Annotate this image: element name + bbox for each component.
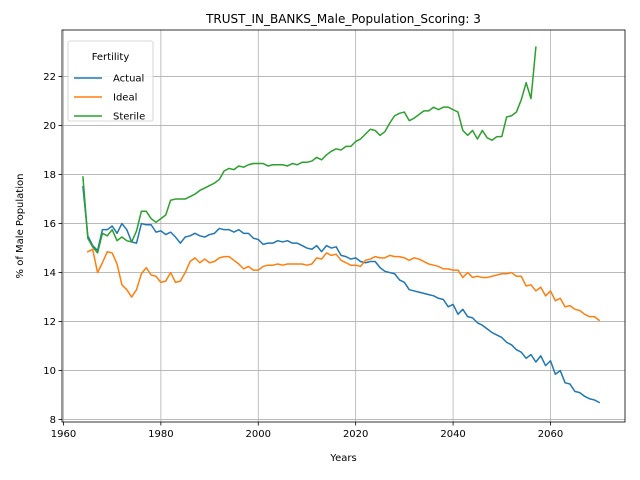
chart-title: TRUST_IN_BANKS_Male_Population_Scoring: … bbox=[205, 12, 481, 26]
series-layer bbox=[82, 46, 601, 404]
x-tick-label: 2060 bbox=[538, 429, 563, 440]
series-line-ideal bbox=[86, 248, 601, 322]
y-tick-label: 16 bbox=[43, 219, 56, 230]
y-axis-label: % of Male Population bbox=[15, 174, 26, 279]
y-tick-label: 18 bbox=[43, 170, 56, 181]
x-tick-label: 2000 bbox=[246, 429, 271, 440]
y-tick-label: 20 bbox=[43, 121, 56, 132]
y-tick-label: 10 bbox=[43, 366, 56, 377]
series-line-sterile bbox=[82, 46, 537, 254]
y-tick-label: 22 bbox=[43, 72, 56, 83]
x-tick-label: 1980 bbox=[148, 429, 173, 440]
series-line-actual bbox=[82, 185, 601, 404]
legend-frame bbox=[67, 40, 154, 122]
legend: Fertility Actual Ideal Sterile bbox=[67, 40, 154, 123]
x-tick-label: 1960 bbox=[51, 429, 76, 440]
legend-label-actual: Actual bbox=[113, 74, 144, 85]
x-axis-label: Years bbox=[329, 453, 356, 464]
y-tick-label: 14 bbox=[43, 268, 56, 279]
x-tick-label: 2040 bbox=[440, 429, 465, 440]
axis-ticks: 1960 1980 2000 2020 2040 2060 8 10 12 14 16 18 20 22 bbox=[43, 72, 563, 440]
x-tick-label: 2020 bbox=[343, 429, 368, 440]
legend-label-ideal: Ideal bbox=[113, 93, 137, 104]
legend-label-sterile: Sterile bbox=[113, 112, 145, 123]
plot-frame bbox=[61, 29, 626, 423]
grid-lines bbox=[62, 30, 625, 422]
legend-entries: Actual Ideal Sterile bbox=[74, 74, 145, 123]
legend-title: Fertility bbox=[92, 52, 130, 63]
y-tick-label: 8 bbox=[50, 415, 56, 426]
y-tick-label: 12 bbox=[43, 317, 56, 328]
